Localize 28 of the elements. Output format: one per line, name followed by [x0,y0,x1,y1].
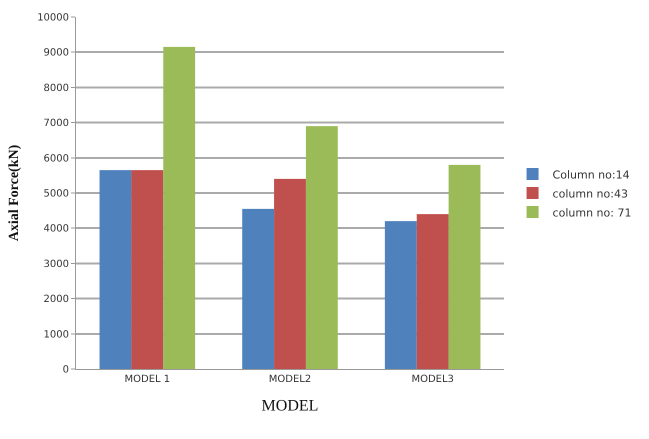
y-tick-label: 9000 [44,48,69,59]
bar [163,46,196,369]
legend-label: column no:43 [552,187,628,200]
x-axis-title: MODEL [262,398,318,415]
bar [242,208,274,369]
bar [448,164,480,369]
x-tick-label: MODEL2 [268,374,312,385]
legend-label: column no: 71 [552,206,632,220]
y-axis-title: Axial Force(kN) [6,144,22,242]
legend-label: Column no:14 [552,168,630,182]
bar [306,126,338,369]
y-tick-label: 5000 [44,188,69,200]
y-tick-label: 4000 [44,224,69,235]
y-tick-label: 0 [62,364,69,376]
y-tick-label: 7000 [44,118,69,130]
y-tick-label: 3000 [44,258,69,270]
x-tick-label: MODEL3 [411,374,454,385]
y-tick-label: 2000 [44,294,69,306]
y-tick-label: 1000 [44,329,69,340]
x-tick-label: MODEL 1 [124,374,170,385]
y-tick-label: 8000 [44,82,69,94]
bar [100,170,132,369]
bar [131,170,164,369]
bar [384,221,417,369]
bar [274,178,306,369]
bar [416,214,449,369]
y-tick-label: 10000 [37,12,69,24]
y-tick-label: 6000 [44,153,69,164]
